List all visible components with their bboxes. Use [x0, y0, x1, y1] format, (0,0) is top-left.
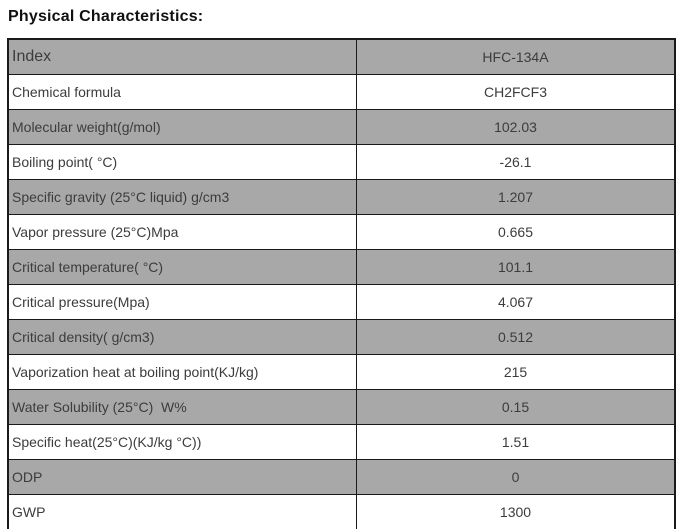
property-label: Chemical formula	[7, 74, 357, 110]
table-row: Chemical formula CH2FCF3	[7, 74, 676, 110]
property-label: Water Solubility (25°C) W%	[7, 389, 357, 425]
property-value: 4.067	[356, 284, 676, 320]
physical-characteristics-table: Index HFC-134A Chemical formula CH2FCF3 …	[7, 38, 676, 529]
property-label: Boiling point( °C)	[7, 144, 357, 180]
property-value: 1.207	[356, 179, 676, 215]
table-row: Specific heat(25°C)(KJ/kg °C)) 1.51	[7, 424, 676, 460]
property-value: 0.512	[356, 319, 676, 355]
property-value: 0	[356, 459, 676, 495]
property-label: GWP	[7, 494, 357, 529]
property-value: HFC-134A	[356, 38, 676, 75]
property-label: Vapor pressure (25°C)Mpa	[7, 214, 357, 250]
table-row-index: Index HFC-134A	[7, 38, 676, 75]
property-label: Molecular weight(g/mol)	[7, 109, 357, 145]
property-label: Specific heat(25°C)(KJ/kg °C))	[7, 424, 357, 460]
table-row: Specific gravity (25°C liquid) g/cm3 1.2…	[7, 179, 676, 215]
property-label: Index	[7, 38, 357, 75]
table-row: Molecular weight(g/mol) 102.03	[7, 109, 676, 145]
property-value: 0.665	[356, 214, 676, 250]
table-row: Vaporization heat at boiling point(KJ/kg…	[7, 354, 676, 390]
table-row: ODP 0	[7, 459, 676, 495]
property-value: 101.1	[356, 249, 676, 285]
property-value: CH2FCF3	[356, 74, 676, 110]
page-title: Physical Characteristics:	[8, 8, 204, 25]
table-row: Water Solubility (25°C) W% 0.15	[7, 389, 676, 425]
table-row: Critical density( g/cm3) 0.512	[7, 319, 676, 355]
property-label: Specific gravity (25°C liquid) g/cm3	[7, 179, 357, 215]
property-label: Vaporization heat at boiling point(KJ/kg…	[7, 354, 357, 390]
property-label: Critical temperature( °C)	[7, 249, 357, 285]
property-value: 102.03	[356, 109, 676, 145]
table-row: Boiling point( °C) -26.1	[7, 144, 676, 180]
property-value: -26.1	[356, 144, 676, 180]
table-row: GWP 1300	[7, 494, 676, 529]
table-row: Critical temperature( °C) 101.1	[7, 249, 676, 285]
property-value: 1300	[356, 494, 676, 529]
property-label: Critical density( g/cm3)	[7, 319, 357, 355]
table-row: Vapor pressure (25°C)Mpa 0.665	[7, 214, 676, 250]
property-label: Critical pressure(Mpa)	[7, 284, 357, 320]
table-row: Critical pressure(Mpa) 4.067	[7, 284, 676, 320]
property-value: 215	[356, 354, 676, 390]
property-label: ODP	[7, 459, 357, 495]
property-value: 1.51	[356, 424, 676, 460]
property-value: 0.15	[356, 389, 676, 425]
